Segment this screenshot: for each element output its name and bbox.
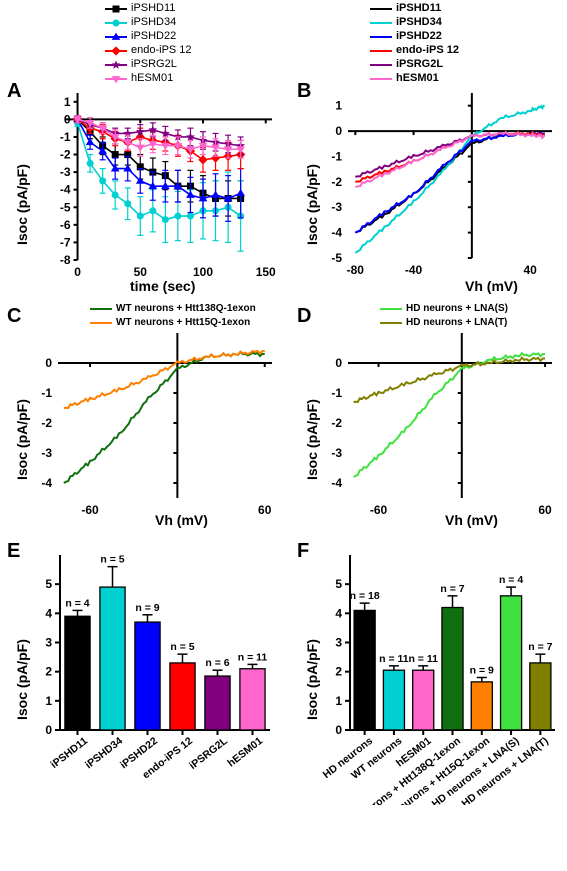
svg-text:-3: -3: [331, 200, 342, 214]
svg-text:60: 60: [258, 503, 272, 517]
svg-text:5: 5: [335, 577, 342, 591]
svg-text:n = 4: n = 4: [65, 597, 89, 609]
svg-text:0: 0: [335, 356, 342, 370]
svg-text:100: 100: [193, 265, 213, 279]
svg-text:n = 4: n = 4: [499, 574, 523, 586]
svg-text:-80: -80: [347, 263, 365, 277]
svg-text:-4: -4: [41, 476, 52, 490]
svg-text:-40: -40: [405, 263, 423, 277]
svg-text:-4: -4: [331, 476, 342, 490]
svg-text:-2: -2: [331, 416, 342, 430]
svg-text:-1: -1: [41, 386, 52, 400]
svg-text:-4: -4: [331, 226, 342, 240]
chart-E: 012345n = 4iPSHD11n = 5iPSHD34n = 9iPSHD…: [10, 545, 280, 805]
svg-text:-1: -1: [331, 386, 342, 400]
chart-B-xlabel: Vh (mV): [465, 278, 518, 294]
svg-text:4: 4: [45, 606, 52, 620]
legend-item: endo-iPS 12: [105, 44, 192, 57]
legend-item: endo-iPS 12: [370, 44, 459, 57]
svg-text:iPSHD34: iPSHD34: [83, 735, 125, 772]
svg-text:n = 9: n = 9: [135, 602, 159, 614]
legend-item: iPSRG2L: [105, 58, 192, 71]
svg-text:-3: -3: [41, 446, 52, 460]
svg-text:0: 0: [74, 265, 81, 279]
chart-A-xlabel: time (sec): [130, 278, 195, 294]
legend-B: iPSHD11iPSHD34iPSHD22endo-iPS 12iPSRG2Lh…: [370, 2, 459, 86]
chart-F-ylabel: Isoc (pA/pF): [304, 639, 320, 720]
svg-text:1: 1: [335, 694, 342, 708]
svg-text:n = 7: n = 7: [440, 583, 464, 595]
svg-text:-3: -3: [60, 165, 71, 179]
legend-item: iPSHD34: [370, 16, 459, 29]
svg-text:hESM01: hESM01: [225, 735, 265, 770]
svg-text:2: 2: [335, 665, 342, 679]
svg-text:0: 0: [45, 723, 52, 737]
svg-text:5: 5: [45, 577, 52, 591]
svg-text:-4: -4: [60, 183, 71, 197]
svg-text:n = 5: n = 5: [100, 554, 124, 566]
chart-C-ylabel: Isoc (pA/pF): [14, 399, 30, 480]
svg-text:1: 1: [335, 99, 342, 113]
svg-text:-6: -6: [60, 218, 71, 232]
legend-item: HD neurons + LNA(S): [380, 302, 508, 315]
svg-text:-2: -2: [41, 416, 52, 430]
svg-text:-7: -7: [60, 235, 71, 249]
chart-B: 1 0 -1 -2 -3 -4 -5 -80 -40 40: [300, 78, 560, 293]
svg-text:0: 0: [45, 356, 52, 370]
svg-text:-2: -2: [60, 148, 71, 162]
svg-text:n = 6: n = 6: [205, 657, 229, 669]
chart-F: 012345n = 18HD neuronsn = 11WT neuronsn …: [300, 545, 560, 805]
svg-text:1: 1: [45, 694, 52, 708]
svg-text:0: 0: [64, 112, 71, 126]
svg-text:4: 4: [335, 606, 342, 620]
chart-C: 0 -1 -2 -3 -4 -60 60: [10, 318, 280, 528]
svg-text:40: 40: [523, 263, 537, 277]
legend-item: iPSRG2L: [370, 58, 459, 71]
legend-item: WT neurons + Htt138Q-1exon: [90, 302, 256, 315]
chart-A: 10-1-2-3-4-5-6-7-8050100150: [10, 78, 280, 293]
legend-item: iPSHD22: [105, 30, 192, 43]
svg-text:0: 0: [335, 723, 342, 737]
svg-text:150: 150: [256, 265, 276, 279]
figure-root: A B C D E F iPSHD11iPSHD34iPSHD22endo-iP…: [0, 0, 567, 871]
legend-item: iPSHD22: [370, 30, 459, 43]
svg-text:50: 50: [134, 265, 148, 279]
svg-text:-1: -1: [60, 130, 71, 144]
svg-text:60: 60: [538, 503, 552, 517]
chart-B-ylabel: Isoc (pA/pF): [304, 164, 320, 245]
legend-A: iPSHD11iPSHD34iPSHD22endo-iPS 12iPSRG2Lh…: [105, 2, 192, 86]
chart-E-ylabel: Isoc (pA/pF): [14, 639, 30, 720]
chart-A-ylabel: Isoc (pA/pF): [14, 164, 30, 245]
chart-D-ylabel: Isoc (pA/pF): [304, 399, 320, 480]
svg-text:-8: -8: [60, 253, 71, 267]
svg-text:-2: -2: [331, 175, 342, 189]
svg-text:-60: -60: [81, 503, 99, 517]
svg-text:n = 7: n = 7: [528, 641, 552, 653]
svg-text:iPSRG2L: iPSRG2L: [187, 735, 230, 772]
svg-text:n = 9: n = 9: [470, 665, 494, 677]
svg-text:-1: -1: [331, 149, 342, 163]
svg-text:n = 11: n = 11: [238, 651, 268, 663]
svg-text:n = 11: n = 11: [408, 653, 438, 665]
svg-text:1: 1: [64, 95, 71, 109]
chart-D: 0 -1 -2 -3 -4 -60 60: [300, 318, 560, 528]
svg-text:3: 3: [335, 636, 342, 650]
svg-text:2: 2: [45, 665, 52, 679]
svg-text:n = 18: n = 18: [350, 590, 380, 602]
svg-text:iPSHD11: iPSHD11: [49, 735, 91, 771]
chart-D-xlabel: Vh (mV): [445, 512, 498, 528]
svg-text:-60: -60: [370, 503, 388, 517]
svg-text:-3: -3: [331, 446, 342, 460]
svg-text:3: 3: [45, 636, 52, 650]
svg-text:n = 11: n = 11: [379, 653, 409, 665]
chart-C-xlabel: Vh (mV): [155, 512, 208, 528]
legend-item: iPSHD11: [105, 2, 192, 15]
svg-text:0: 0: [335, 124, 342, 138]
svg-text:-5: -5: [331, 251, 342, 265]
svg-text:n = 5: n = 5: [170, 641, 194, 653]
legend-item: iPSHD34: [105, 16, 192, 29]
legend-item: iPSHD11: [370, 2, 459, 15]
svg-text:-5: -5: [60, 200, 71, 214]
